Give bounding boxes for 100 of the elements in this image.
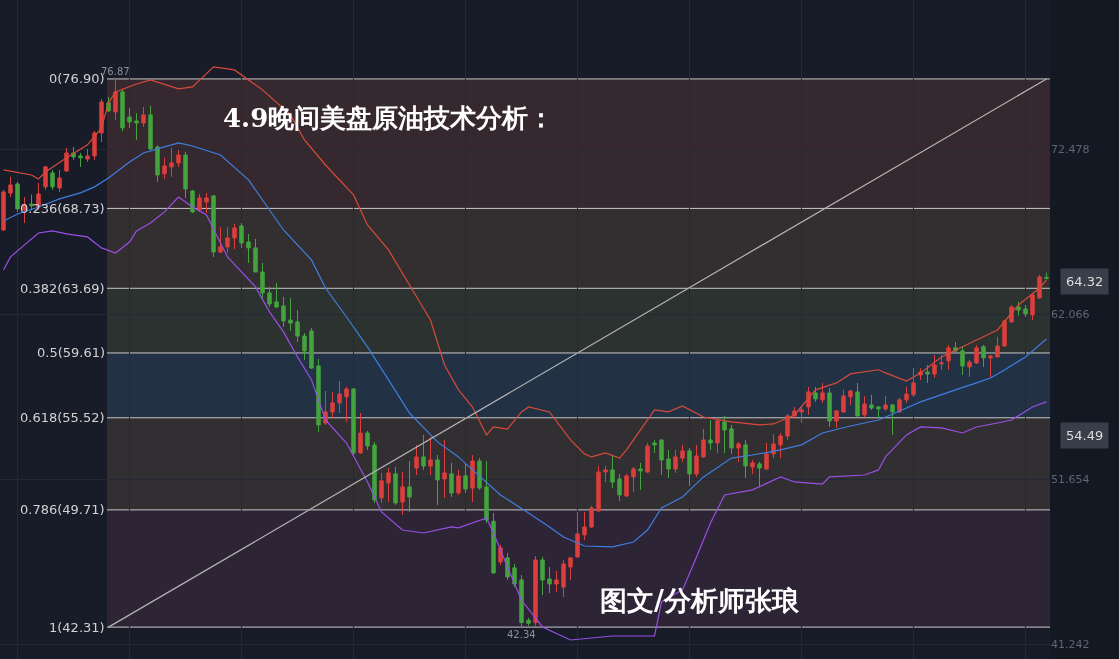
candlestick [890,403,895,436]
candlestick [694,444,699,478]
candlestick [757,461,762,488]
candlestick [624,473,629,498]
ref-line-label: 0.786(49.71) [20,502,105,517]
candlestick [449,462,454,498]
text: 54.49 [1066,428,1104,443]
candlestick [351,387,356,458]
candlestick [463,462,468,494]
candlestick [183,151,188,199]
candlestick [141,106,146,128]
candlestick [785,413,790,441]
candlestick [253,238,258,273]
ref-line-label: 0.382(63.69) [20,281,105,296]
candlestick [736,441,741,463]
candlestick [582,511,587,541]
candlestick [169,147,174,178]
candlestick [309,327,314,370]
candlestick [533,555,538,627]
candlestick [554,570,559,593]
candlestick [645,442,650,474]
candlestick [78,152,83,168]
candlestick [442,439,447,499]
candlestick [134,112,139,141]
candlestick [344,386,349,423]
candlestick [491,512,496,575]
candlestick [456,469,461,496]
candlestick [575,511,580,559]
candlestick [204,192,209,214]
candlestick [15,181,20,213]
candlestick [365,430,370,451]
candlestick [967,359,972,378]
candlestick [638,462,643,491]
candlestick [246,233,251,264]
y-tick-label: 72.478 [1051,142,1090,156]
y-tick-label: 41.242 [1051,637,1090,651]
candlestick [176,149,181,168]
candlestick [211,194,216,258]
candlestick [841,389,846,414]
candlestick [526,617,531,627]
candlestick [113,78,118,121]
candlestick [127,107,132,129]
candlestick [372,441,377,504]
candlestick [1,189,6,232]
candlestick [631,466,636,493]
candlestick [799,406,804,424]
candlestick [421,434,426,471]
candlestick [519,574,524,628]
candlestick [743,439,748,479]
candlestick [484,460,489,524]
candlestick [155,144,160,183]
line-series [2,142,1048,548]
annotation: 42.34 [507,629,536,640]
candlestick [939,354,944,371]
candlestick [477,457,482,491]
candlestick [862,395,867,418]
candlestick [897,397,902,414]
candlestick [960,346,965,376]
candlestick [239,222,244,249]
candlestick [295,309,300,343]
candlestick [561,559,566,598]
candlestick [316,358,321,433]
candlestick [64,147,69,173]
candlestick [1002,319,1007,348]
candlestick [617,473,622,502]
candlestick [393,466,398,506]
candlestick [8,176,13,198]
candlestick [792,406,797,419]
candlestick [267,286,272,308]
candlestick [197,193,202,213]
candlestick [855,382,860,419]
candlestick [225,226,230,254]
candlestick [673,449,678,474]
candlestick [848,389,853,406]
candlestick [50,169,55,191]
candlestick [85,148,90,163]
candlestick [57,169,62,193]
candlestick [547,566,552,594]
candlestick [806,386,811,416]
candlestick [568,556,573,581]
candlestick [589,505,594,529]
candlestick [904,386,909,404]
candlestick [729,424,734,455]
candlestick [414,444,419,476]
candlestick [1016,301,1021,317]
candlestick [680,444,685,463]
candlestick [190,189,195,214]
candlestick [407,460,412,513]
candlestick [386,467,391,503]
candlestick [232,223,237,250]
candlestick [330,391,335,419]
candlestick [771,433,776,459]
candlestick [813,386,818,403]
candlestick [43,165,48,191]
candlestick [974,344,979,365]
candlestick [932,354,937,379]
candlestick [883,395,888,412]
ref-line-label: 0(76.90) [49,71,105,86]
candlestick [946,344,951,371]
line-series [2,66,1048,459]
